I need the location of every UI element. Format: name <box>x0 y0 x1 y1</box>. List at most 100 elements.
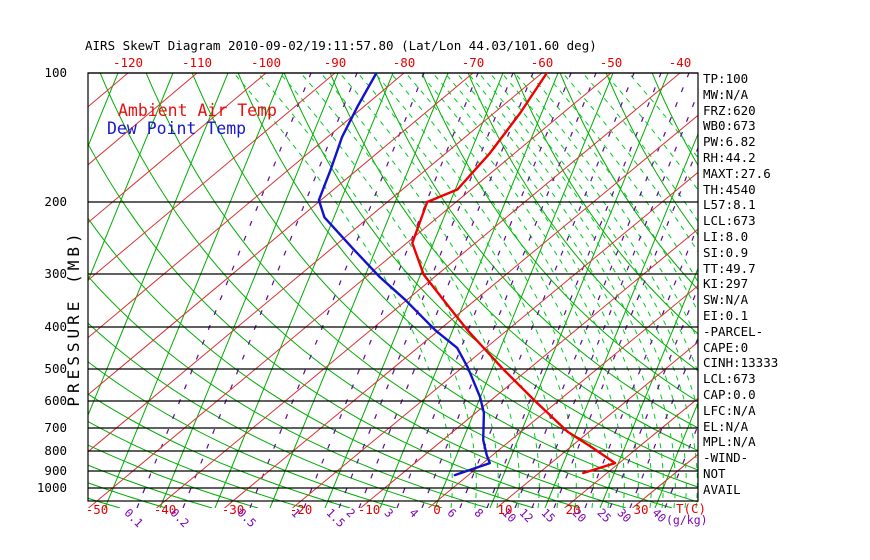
moist-adiabat-line <box>373 73 594 508</box>
mixing-ratio-line <box>531 91 698 508</box>
isotherm-line <box>88 73 543 453</box>
saturation-line <box>88 73 174 283</box>
saturation-line <box>654 401 698 508</box>
saturation-line-grid <box>88 73 698 508</box>
stat-line: MAXT:27.6 <box>703 165 771 181</box>
profile-curves <box>317 73 617 477</box>
stat-line: LCL:673 <box>703 213 756 229</box>
moist-adiabat-line <box>404 73 625 508</box>
pressure-tick: 400 <box>44 319 67 334</box>
bottom-temp-tick: 20 <box>565 502 581 517</box>
dry-adiabat-line <box>467 73 698 372</box>
dry-adiabat-line <box>375 73 698 429</box>
stat-line: KI:297 <box>703 276 749 292</box>
stat-line: TP:100 <box>703 71 749 86</box>
stat-line: PW:6.82 <box>703 134 756 150</box>
stat-line: TT:49.7 <box>703 260 756 276</box>
bottom-temp-tick: -10 <box>357 502 381 517</box>
dry-adiabat-line <box>88 142 581 508</box>
stat-line: RH:44.2 <box>703 149 756 165</box>
stat-line: CAP:0.0 <box>703 386 756 402</box>
dew-point-curve <box>317 73 491 477</box>
moist-adiabat-line <box>443 73 664 508</box>
moist-adiabat-line <box>256 73 477 508</box>
isotherm-line <box>88 73 405 339</box>
stat-line: MPL:N/A <box>703 434 756 450</box>
moist-adiabat-line <box>356 73 577 508</box>
mixing-ratio-unit-label: (g/kg) <box>666 513 708 527</box>
pressure-tick: 300 <box>44 266 67 281</box>
bottom-temp-tick: -40 <box>153 502 177 517</box>
plot-frame <box>87 72 699 502</box>
moist-adiabat-line <box>232 73 453 508</box>
dry-adiabat-line <box>88 275 489 508</box>
stat-line: LI:8.0 <box>703 228 749 244</box>
air-temp-curve <box>411 73 617 475</box>
temp-unit-label: T(C) <box>675 501 707 516</box>
stat-line: NOT <box>703 465 726 481</box>
dry-adiabat-line <box>513 73 698 335</box>
saturation-line <box>214 73 394 508</box>
isotherm-grid <box>88 73 870 508</box>
isotherm-line <box>769 73 870 508</box>
stat-line: LFC:N/A <box>703 402 756 418</box>
page-title: AIRS SkewT Diagram 2010-09-02/19:11:57.8… <box>85 38 597 53</box>
dry-adiabat-line <box>88 497 121 508</box>
pressure-tick: 700 <box>44 420 67 435</box>
isotherm-line <box>224 114 698 508</box>
isotherm-line <box>292 171 698 508</box>
moist-adiabat-line <box>477 73 698 508</box>
stat-line: CAPE:0 <box>703 339 749 355</box>
dry-adiabat-line <box>421 73 698 403</box>
stat-line: EL:N/A <box>703 418 749 434</box>
moist-adiabat-line <box>455 73 676 508</box>
dry-adiabat-line <box>88 361 397 508</box>
dry-adiabat-line <box>88 420 305 508</box>
saturation-line <box>104 73 284 508</box>
moist-adiabat-line <box>431 73 652 508</box>
pressure-tick: 800 <box>44 443 67 458</box>
pressure-tick: 500 <box>44 361 67 376</box>
bottom-temp-tick: -20 <box>289 502 313 517</box>
isotherm-line <box>156 73 681 508</box>
dry-adiabat-line <box>191 73 698 503</box>
top-temp-tick: -110 <box>181 55 213 70</box>
dry-adiabat-line <box>145 73 673 508</box>
stat-line: EI:0.1 <box>703 307 749 323</box>
moist-adiabat-line <box>338 73 559 508</box>
isotherm-line <box>88 73 612 508</box>
bottom-temp-tick: -50 <box>85 502 109 517</box>
isotherm-line <box>88 73 198 166</box>
stat-line: MW:N/A <box>703 86 749 102</box>
saturation-line <box>599 267 698 508</box>
bottom-temp-tick: 10 <box>497 502 513 517</box>
bottom-temp-tick: 0 <box>433 502 441 517</box>
plot-border <box>87 72 699 502</box>
stat-line: SW:N/A <box>703 292 749 308</box>
moist-adiabat-line <box>418 73 639 508</box>
stat-line: FRZ:620 <box>703 102 756 118</box>
dry-adiabat-line <box>559 73 698 291</box>
mixing-ratio-line <box>421 73 597 508</box>
pressure-tick: 200 <box>44 194 67 209</box>
isotherm-line <box>428 285 698 508</box>
saturation-line <box>269 73 449 508</box>
isotherm-line <box>88 73 474 396</box>
moist-adiabat-line <box>319 73 540 508</box>
pressure-tick: 100 <box>44 65 67 80</box>
top-temp-tick: -100 <box>250 55 282 70</box>
bottom-temp-tick: -30 <box>221 502 245 517</box>
isotherm-line <box>360 228 698 508</box>
stat-line: SI:0.9 <box>703 244 749 260</box>
dry-adiabat-line <box>88 393 351 508</box>
stat-line: L57:8.1 <box>703 197 756 213</box>
saturation-line <box>324 73 504 508</box>
stat-line: LCL:673 <box>703 371 756 387</box>
dry-adiabat-line <box>237 73 698 488</box>
stat-line: CINH:13333 <box>703 355 779 371</box>
isotherm-line <box>88 73 336 281</box>
moist-adiabat-line <box>299 73 520 508</box>
saturation-line <box>88 73 229 417</box>
bottom-temp-tick: 30 <box>633 502 649 517</box>
